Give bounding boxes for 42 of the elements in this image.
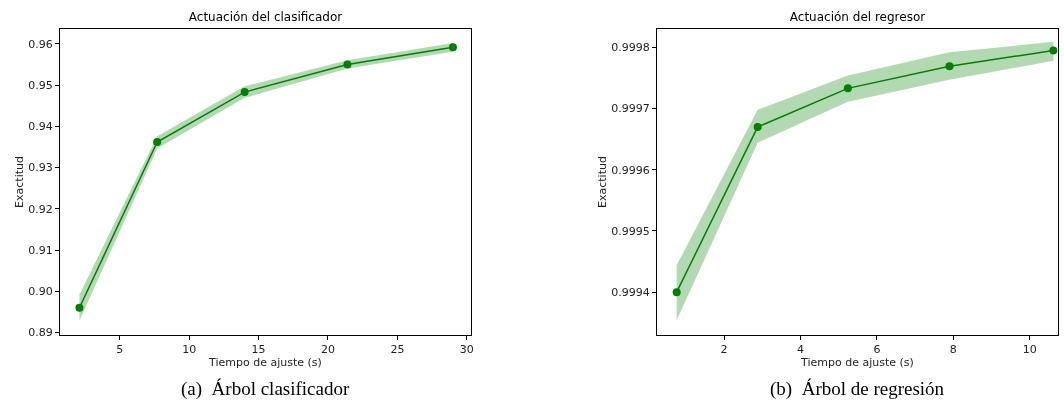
point	[843, 84, 852, 93]
y-tick-label: 0.89	[28, 326, 53, 340]
point	[672, 288, 681, 297]
y-tick-label: 0.95	[28, 78, 53, 92]
point	[75, 303, 84, 312]
x-axis-title: Tiempo de ajuste (s)	[800, 356, 914, 370]
x-tick-label: 4	[796, 343, 804, 357]
y-tick-label: 0.93	[28, 161, 53, 175]
x-tick-label: 10	[182, 343, 197, 357]
text: (a) Árbol clasificador	[181, 378, 350, 400]
point	[1049, 46, 1058, 55]
y-tick-label: 0.90	[28, 285, 53, 299]
y-axis-title: Exactitud	[595, 156, 609, 208]
point	[153, 138, 162, 146]
y-tick-label: 0.9997	[611, 102, 650, 116]
y-tick-label: 0.9998	[611, 41, 650, 55]
chart-title: Actuación del regresor	[789, 10, 926, 25]
y-tick-label: 0.92	[28, 202, 53, 216]
x-tick-label: 5	[116, 343, 124, 357]
x-tick-label: 20	[320, 343, 335, 357]
y-tick-label: 0.96	[28, 37, 53, 51]
x-tick-label: 6	[873, 343, 881, 357]
y-axis-title: Exactitud	[12, 156, 26, 208]
y-tick-label: 0.9995	[611, 224, 650, 238]
text: (b) Árbol de regresión	[770, 378, 945, 400]
y-tick-label: 0.9994	[611, 286, 650, 300]
x-tick-label: 10	[1022, 343, 1037, 357]
y-tick-label: 0.9996	[611, 163, 650, 177]
x-axis-title: Tiempo de ajuste (s)	[208, 356, 322, 370]
x-tick-label: 30	[459, 343, 474, 357]
x-tick-label: 25	[390, 343, 405, 357]
y-tick-label: 0.91	[28, 243, 53, 257]
point	[753, 122, 762, 131]
y-tick-label: 0.94	[28, 120, 53, 134]
x-tick-label: 8	[949, 343, 957, 357]
point	[343, 60, 352, 69]
x-tick-label: 15	[251, 343, 266, 357]
chart-title: Actuación del clasificador	[188, 10, 343, 25]
x-tick-label: 2	[720, 343, 728, 357]
point	[448, 43, 457, 52]
point	[240, 88, 249, 97]
point	[945, 62, 954, 71]
